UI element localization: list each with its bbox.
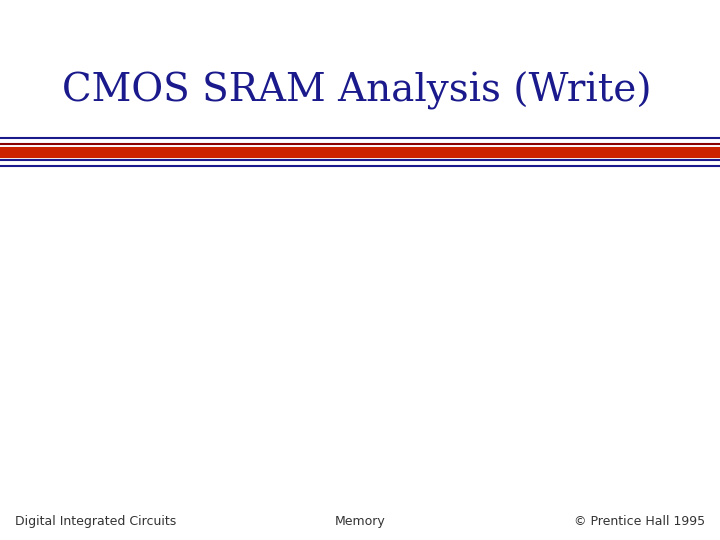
Text: Digital Integrated Circuits: Digital Integrated Circuits <box>15 515 176 528</box>
Text: Memory: Memory <box>335 515 385 528</box>
Text: CMOS SRAM Analysis (Write): CMOS SRAM Analysis (Write) <box>62 72 652 110</box>
Text: © Prentice Hall 1995: © Prentice Hall 1995 <box>574 515 705 528</box>
